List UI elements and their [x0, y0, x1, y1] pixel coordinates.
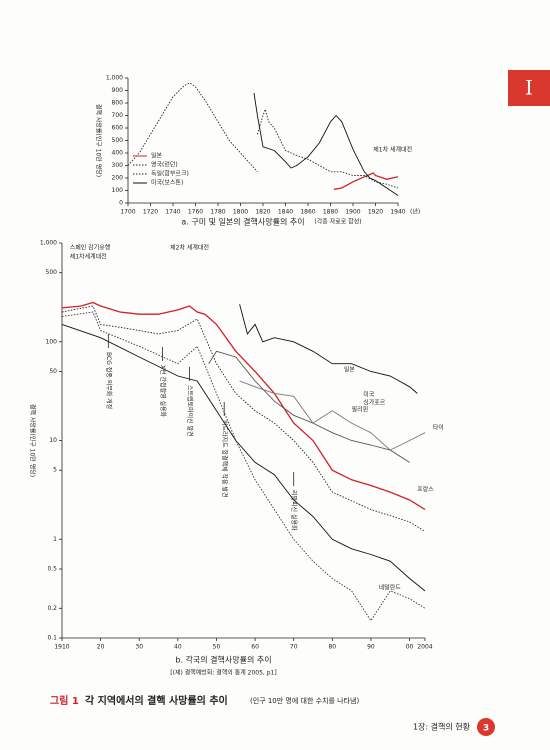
- y-tick-label: 100: [112, 187, 124, 194]
- y-tick-label: 0.1: [47, 635, 57, 642]
- y-tick-label: 1,000: [106, 75, 123, 82]
- x-tick-label: 60: [251, 644, 259, 651]
- x-tick-label: 1700: [120, 209, 135, 216]
- annotation: 스트렙토마이신 발견: [186, 385, 194, 437]
- y-tick-label: 1,000: [40, 240, 57, 247]
- annotation: X선 간접촬영 실용화: [159, 365, 167, 418]
- x-tick-label: 1900: [345, 209, 360, 216]
- annotation: 리팜피신 실용화: [290, 490, 298, 531]
- x-tick-label: 00: [406, 644, 414, 651]
- y-tick-label: 300: [112, 162, 124, 169]
- y-tick-label: 0.2: [47, 605, 57, 612]
- y-tick-label: 0: [119, 200, 123, 207]
- series-label: 일본: [344, 366, 356, 374]
- y-tick-label: 400: [112, 150, 124, 157]
- chart-source: [(재) 결핵예방회: 결핵의 통계 2005, p1]: [170, 669, 276, 677]
- series-label: 프랑스: [417, 487, 434, 494]
- x-tick-label: 30: [135, 644, 143, 651]
- annotation: 제1차 세계대전: [373, 146, 412, 154]
- series-label: 필리핀: [352, 406, 369, 414]
- legend-label: 미국(보스톤): [151, 179, 183, 187]
- x-tick-label: 1940: [390, 209, 405, 216]
- x-tick-label: 1840: [278, 209, 293, 216]
- x-tick-label: 80: [328, 644, 336, 651]
- figure-note: (인구 10만 명에 대한 수치를 나타냄): [250, 696, 359, 705]
- y-tick-label: 5: [53, 467, 57, 474]
- page-number: 3: [483, 724, 489, 734]
- series-line: [239, 380, 426, 451]
- y-tick-label: 200: [112, 175, 124, 182]
- y-axis-label: 결핵 사망률(인구 10만 명당): [29, 404, 37, 477]
- x-tick-label: 1780: [210, 209, 225, 216]
- footer-chapter: 1장: 결핵의 현황: [413, 722, 471, 732]
- series-line: [239, 304, 418, 394]
- chart-source: (각종 자료로 합성): [314, 218, 361, 226]
- legend-label: 일본: [151, 152, 163, 160]
- series-line: [61, 323, 426, 592]
- series-line: [333, 172, 399, 190]
- series-label: 미국: [363, 391, 375, 399]
- y-tick-label: 500: [46, 269, 58, 276]
- figure-number: 그림 1: [50, 695, 79, 707]
- x-tick-label: 50: [213, 644, 221, 651]
- section-tab: [508, 70, 550, 106]
- annotation: 스페인 감기유행: [70, 244, 111, 252]
- x-tick-label: 1910: [54, 644, 69, 651]
- series-label: 타이: [433, 424, 444, 432]
- y-tick-label: 100: [46, 338, 58, 345]
- y-tick-label: 800: [112, 100, 124, 107]
- series-line: [127, 82, 258, 173]
- page-badge: [477, 718, 495, 736]
- chart-caption: a. 구미 및 일본의 결핵사망률의 추이: [181, 217, 304, 227]
- y-tick-label: 0.5: [47, 565, 57, 572]
- x-tick-label: 70: [290, 644, 298, 651]
- legend-label: 독일(함부르크): [151, 170, 189, 178]
- x-tick-label: 1820: [255, 209, 270, 216]
- y-axis-label: 결핵 사망률(인구 10만 명당): [95, 104, 103, 177]
- series-line: [208, 350, 410, 463]
- x-axis-label: (년): [410, 208, 420, 216]
- x-tick-label: 1920: [368, 209, 383, 216]
- x-tick-label: 40: [174, 644, 182, 651]
- y-tick-label: 50: [49, 368, 57, 375]
- chart-caption: b. 각국의 결핵사망률의 추이: [175, 655, 271, 665]
- x-tick-label: 20: [97, 644, 105, 651]
- x-tick-label: 1880: [323, 209, 338, 216]
- x-tick-label: 1800: [233, 209, 248, 216]
- y-tick-label: 600: [112, 125, 124, 132]
- annotation: BCG 접종 의무화 개정: [105, 352, 113, 409]
- legend-label: 영국(런던): [151, 161, 178, 169]
- figure-title: 각 지역에서의 결핵 사망률의 추이: [85, 694, 228, 707]
- series-line: [61, 311, 426, 622]
- y-tick-label: 900: [112, 87, 124, 94]
- x-tick-label: 1740: [165, 209, 180, 216]
- x-tick-label: 1860: [300, 209, 315, 216]
- series-line: [256, 107, 399, 189]
- annotation: 제2차 세계대전: [170, 244, 209, 252]
- x-tick-label: 1720: [143, 209, 158, 216]
- series-label: 싱가포르: [363, 399, 386, 407]
- y-tick-label: 1: [53, 536, 57, 543]
- x-tick-label: 90: [367, 644, 375, 651]
- annotation: 제1차세계대전: [70, 253, 107, 261]
- x-tick-label: 1760: [188, 209, 203, 216]
- y-tick-label: 500: [112, 137, 124, 144]
- series-line: [253, 92, 399, 196]
- series-label: 네덜란드: [379, 584, 402, 592]
- y-tick-label: 700: [112, 112, 124, 119]
- annotation: 히드라지드 항결핵제 작용 발견: [221, 420, 229, 497]
- series-line: [61, 301, 426, 511]
- x-tick-label: 2004: [417, 644, 432, 651]
- y-tick-label: 10: [49, 437, 57, 444]
- section-tab-label: I: [525, 76, 533, 100]
